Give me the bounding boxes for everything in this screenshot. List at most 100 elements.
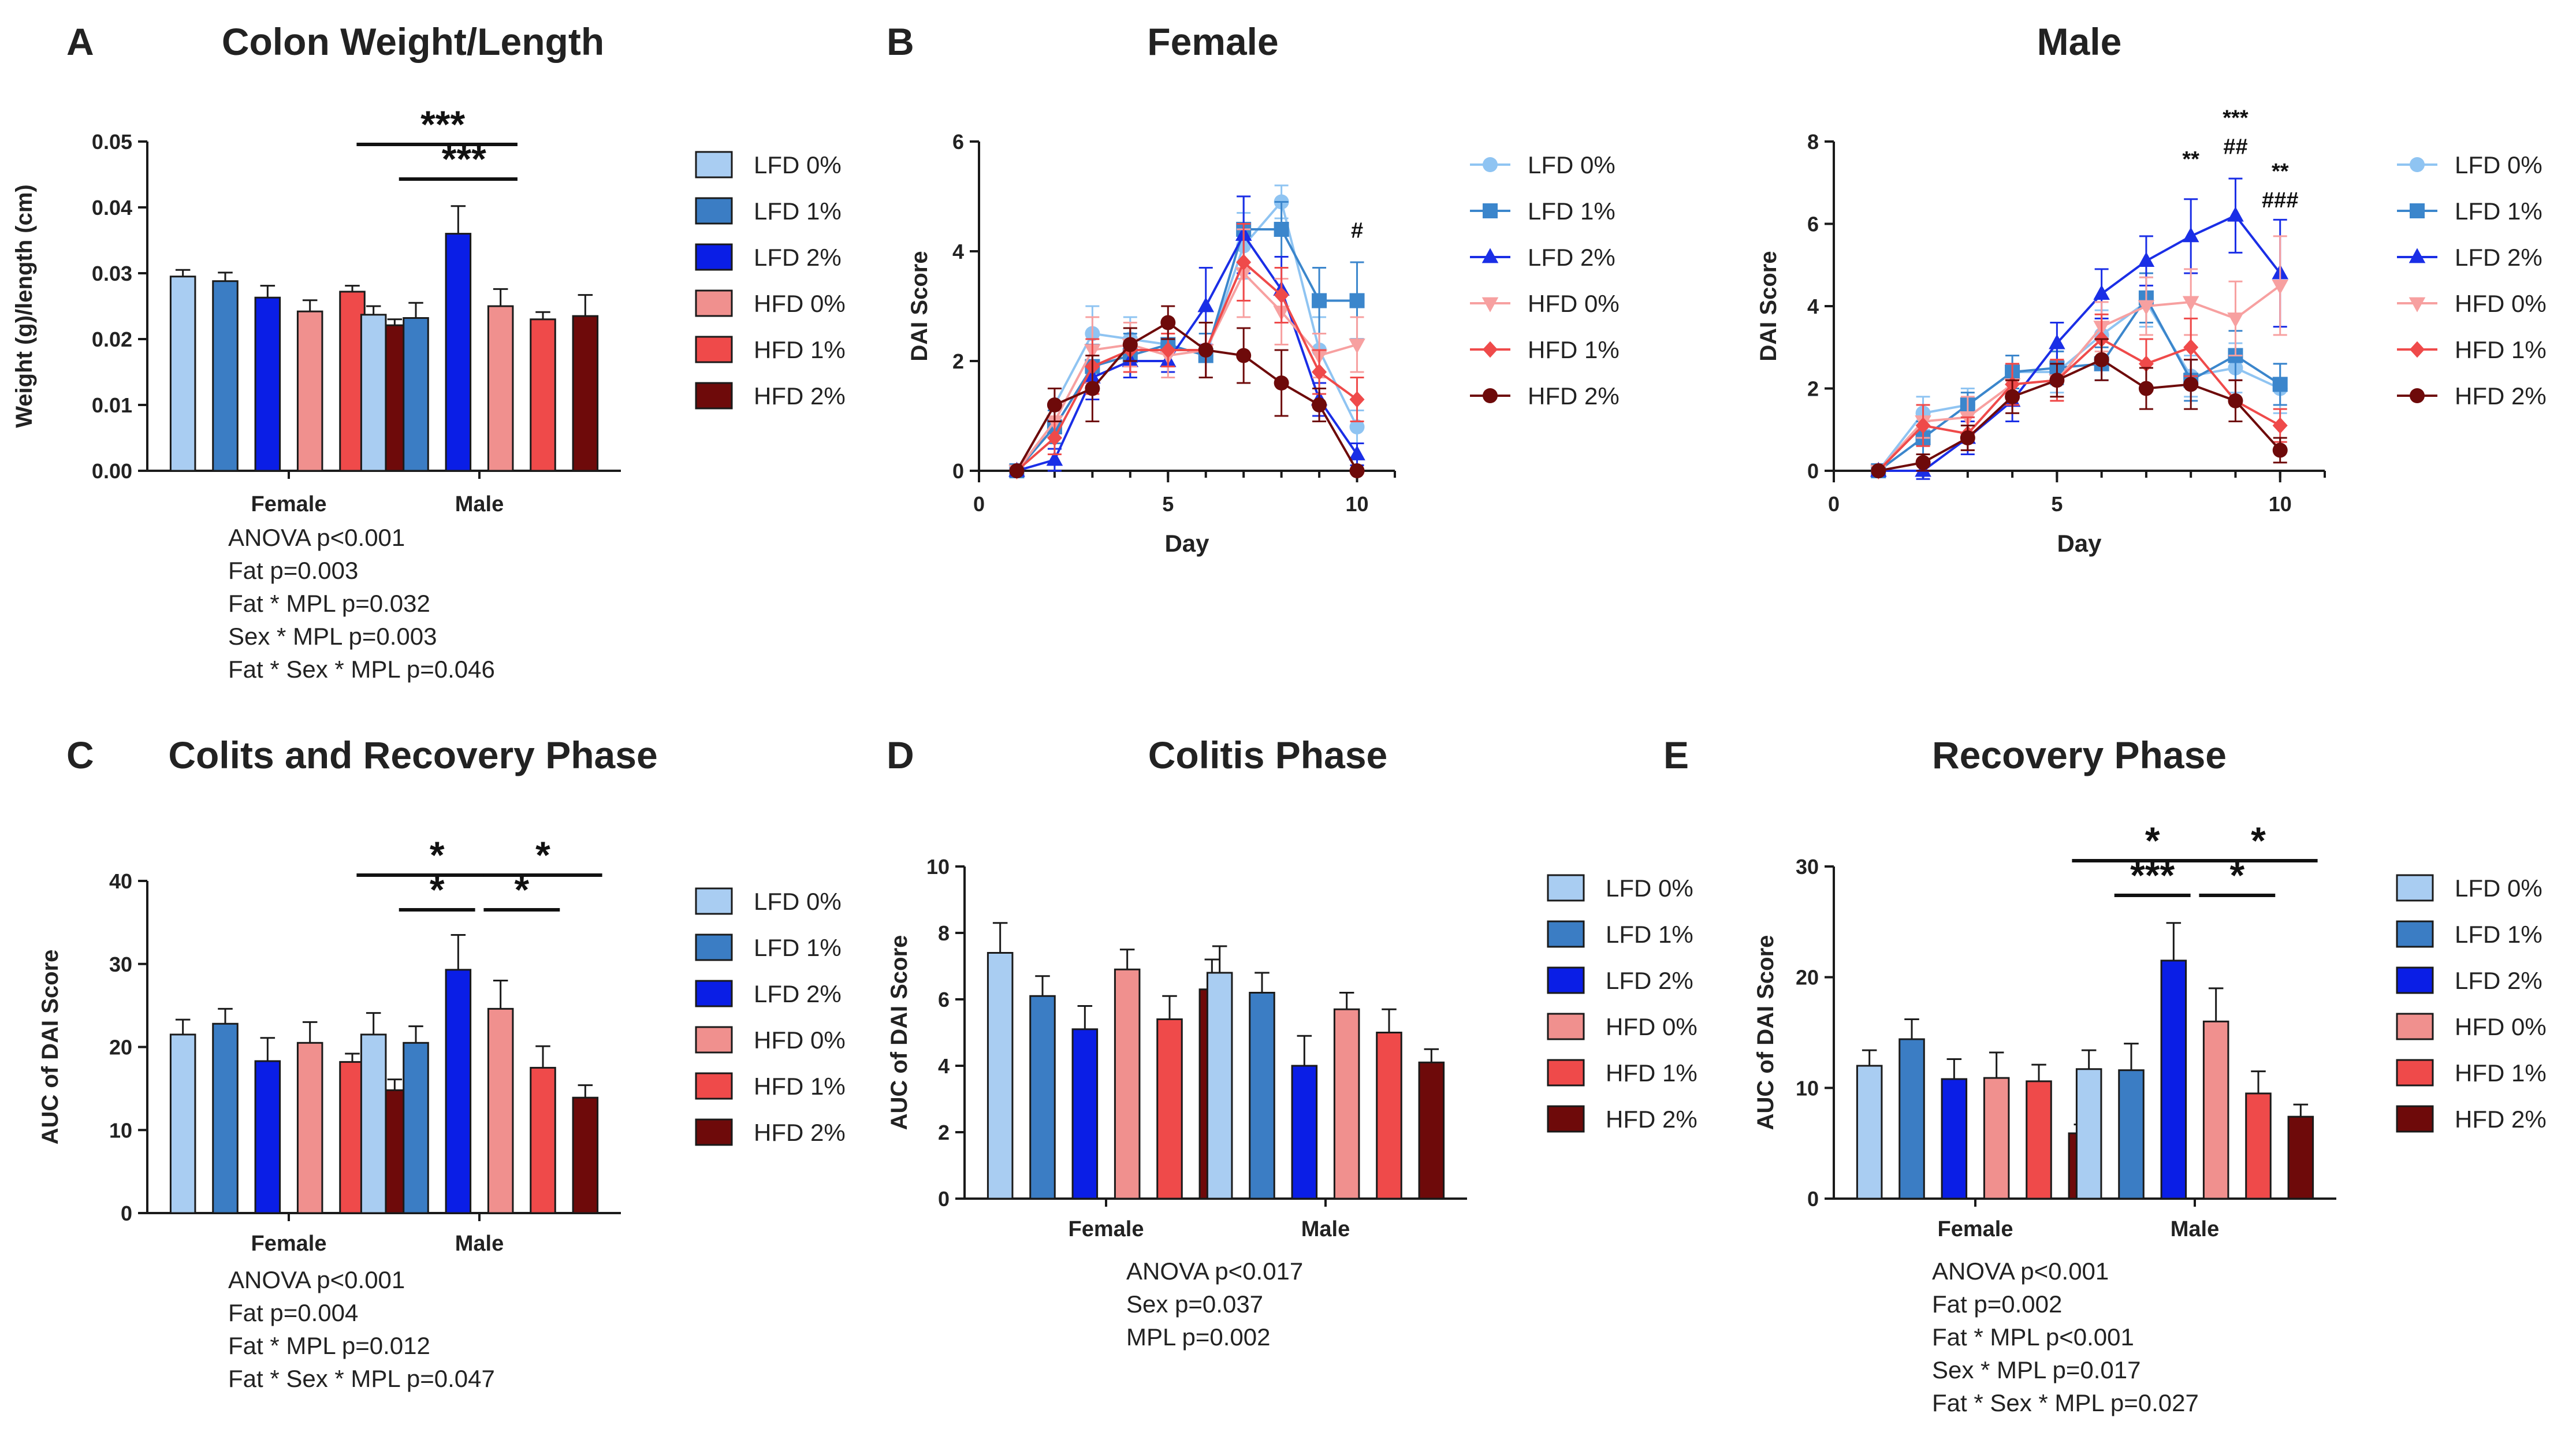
legend-label: LFD 1% [1606, 921, 1693, 948]
annotation-label: *** [2223, 106, 2249, 131]
x-category-label: Male [1301, 1217, 1350, 1241]
data-point [1349, 445, 1365, 460]
data-point [1122, 337, 1138, 352]
y-tick-label: 0.04 [92, 196, 132, 220]
data-point [1349, 463, 1365, 478]
data-point [1274, 222, 1289, 237]
y-tick-label: 6 [938, 988, 950, 1011]
bar [1376, 1032, 1402, 1200]
data-point [2138, 252, 2155, 267]
x-tick-label: 0 [973, 492, 985, 516]
x-tick-label: 5 [2051, 492, 2063, 516]
legend-label: HFD 0% [754, 1026, 846, 1054]
y-tick-label: 10 [109, 1118, 132, 1142]
bar-group [403, 1025, 429, 1214]
panel-letter: A [66, 20, 94, 63]
significance-label: *** [442, 137, 486, 180]
x-tick-label: 10 [1346, 492, 1369, 516]
legend-label: LFD 2% [1606, 967, 1693, 994]
series-hfd-2- [1871, 338, 2288, 478]
significance-label: * [2251, 819, 2266, 862]
legend-item: HFD 1% [695, 1072, 846, 1100]
bar [254, 1060, 281, 1214]
data-point [1960, 430, 1975, 445]
y-tick-label: 6 [1807, 213, 1819, 236]
data-point [2227, 206, 2244, 222]
legend-label: LFD 2% [2455, 967, 2543, 994]
data-point [1236, 254, 1252, 271]
data-point [2228, 393, 2243, 408]
bar [2026, 1080, 2052, 1200]
legend-marker [1483, 341, 1498, 358]
legend-label: LFD 0% [1528, 151, 1615, 178]
legend-label: LFD 1% [754, 934, 842, 961]
annotation-label: ### [2262, 188, 2298, 213]
significance-label: * [2145, 819, 2160, 862]
legend-label: LFD 2% [2455, 244, 2543, 271]
legend-item: LFD 1% [695, 197, 842, 225]
bar-group [2202, 987, 2229, 1200]
legend-label: HFD 2% [1528, 382, 1620, 410]
legend-swatch [1547, 874, 1585, 902]
data-point [2183, 339, 2199, 356]
series-line [1877, 300, 2281, 472]
stats-line: Fat * MPL p=0.012 [228, 1332, 430, 1359]
bar-group [254, 285, 281, 472]
stats-line: ANOVA p<0.001 [1932, 1258, 2109, 1285]
y-axis-label: Weight (g)/length (cm) [12, 184, 37, 427]
data-point [2138, 355, 2154, 373]
bar [487, 305, 514, 472]
annotation-label: ** [2272, 159, 2289, 184]
y-axis-label: AUC of DAI Score [38, 950, 63, 1145]
y-tick-label: 0 [1807, 459, 1819, 483]
bar-group [169, 269, 196, 472]
significance-bracket: * [483, 868, 560, 912]
bar-group [487, 980, 514, 1214]
series-lfd-1- [1871, 272, 2288, 478]
legend-item: LFD 0% [695, 151, 842, 178]
panel-letter: B [887, 20, 914, 63]
legend-item: LFD 0% [695, 887, 842, 915]
bar-group [1899, 1018, 1925, 1200]
bar [530, 318, 556, 472]
bar-group [2245, 1070, 2272, 1200]
stats-line: Sex p=0.037 [1126, 1290, 1263, 1318]
legend-item: HFD 2% [695, 1118, 846, 1146]
bar-group [1333, 992, 1360, 1200]
y-tick-label: 30 [109, 953, 132, 976]
series-line [1016, 232, 1358, 472]
y-tick-label: 8 [1807, 130, 1819, 154]
legend-label: LFD 2% [754, 980, 842, 1007]
bar [296, 1042, 323, 1214]
data-point [2049, 334, 2065, 349]
legend-item: HFD 1% [695, 336, 846, 363]
x-tick-label: 0 [1828, 492, 1840, 516]
bar-group [487, 288, 514, 472]
bar-group [360, 305, 387, 472]
legend-label: HFD 0% [2455, 290, 2547, 317]
bar [1156, 1018, 1183, 1200]
data-point [1009, 463, 1025, 478]
bar-group [296, 1021, 323, 1214]
legend-item: HFD 0% [2397, 290, 2547, 317]
legend-marker [2409, 248, 2426, 263]
stats-line: Fat p=0.003 [228, 557, 358, 584]
y-tick-label: 0.01 [92, 393, 132, 417]
bar [1983, 1077, 2010, 1200]
y-tick-label: 0 [121, 1202, 132, 1225]
legend-item: LFD 0% [1470, 151, 1615, 178]
legend-swatch [2396, 874, 2434, 902]
legend-label: HFD 1% [754, 336, 846, 363]
legend-item: HFD 2% [1470, 382, 1620, 410]
bar [2287, 1115, 2314, 1200]
legend-label: LFD 1% [754, 198, 842, 225]
stats-line: Fat p=0.002 [1932, 1290, 2062, 1318]
legend-label: HFD 1% [1528, 336, 1620, 363]
bar-group [2075, 1049, 2102, 1200]
legend-label: LFD 1% [2455, 198, 2543, 225]
y-tick-label: 4 [938, 1054, 950, 1078]
legend-item: LFD 1% [1547, 920, 1693, 948]
legend-item: HFD 1% [2397, 336, 2547, 363]
